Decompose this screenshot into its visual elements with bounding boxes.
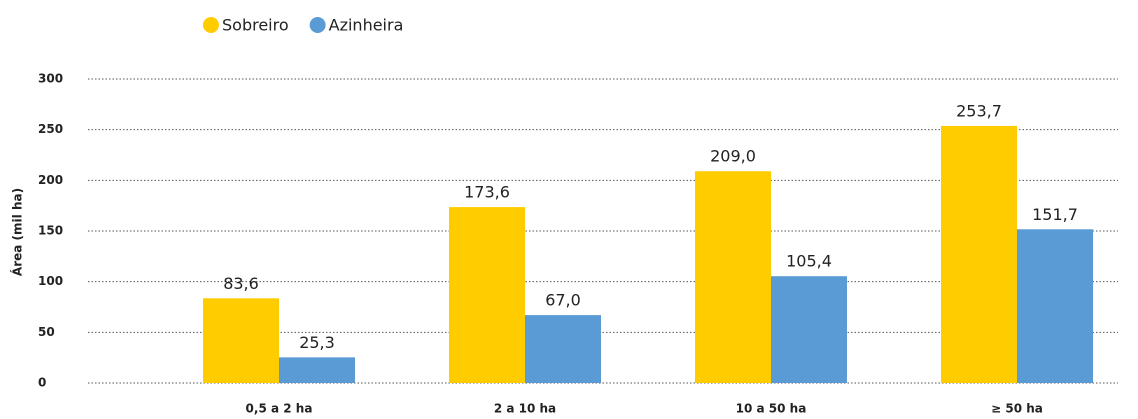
- x-tick-label: 10 a 50 ha: [736, 402, 807, 416]
- bar: [203, 298, 279, 383]
- bar: [695, 171, 771, 383]
- y-tick-label: 200: [38, 173, 63, 187]
- y-tick-label: 300: [38, 72, 63, 86]
- value-label: 209,0: [710, 147, 756, 166]
- value-label: 25,3: [299, 333, 335, 352]
- y-tick-label: 150: [38, 224, 63, 238]
- bar: [525, 315, 601, 383]
- legend-swatch: [309, 17, 326, 33]
- value-label: 105,4: [786, 252, 832, 271]
- x-tick-label: 2 a 10 ha: [494, 402, 556, 416]
- bar: [771, 276, 847, 383]
- value-label: 83,6: [223, 274, 259, 293]
- bar: [1017, 229, 1093, 383]
- bar: [449, 207, 525, 383]
- y-tick-label: 100: [38, 274, 63, 288]
- value-label: 151,7: [1032, 205, 1078, 224]
- legend-swatch: [203, 17, 219, 33]
- x-tick-label: 0,5 a 2 ha: [246, 402, 313, 416]
- x-tick-label: ≥ 50 ha: [991, 402, 1043, 416]
- value-label: 173,6: [464, 183, 510, 202]
- bar: [279, 357, 355, 383]
- y-tick-label: 50: [38, 325, 55, 339]
- value-label: 253,7: [956, 101, 1002, 120]
- y-axis-label: Área (mil ha): [10, 188, 25, 276]
- bar: [941, 125, 1017, 384]
- y-tick-label: 0: [38, 376, 46, 390]
- y-tick-label: 250: [38, 122, 63, 136]
- legend-label: Azinheira: [329, 16, 404, 35]
- legend-label: Sobreiro: [222, 16, 289, 35]
- value-label: 67,0: [545, 291, 581, 310]
